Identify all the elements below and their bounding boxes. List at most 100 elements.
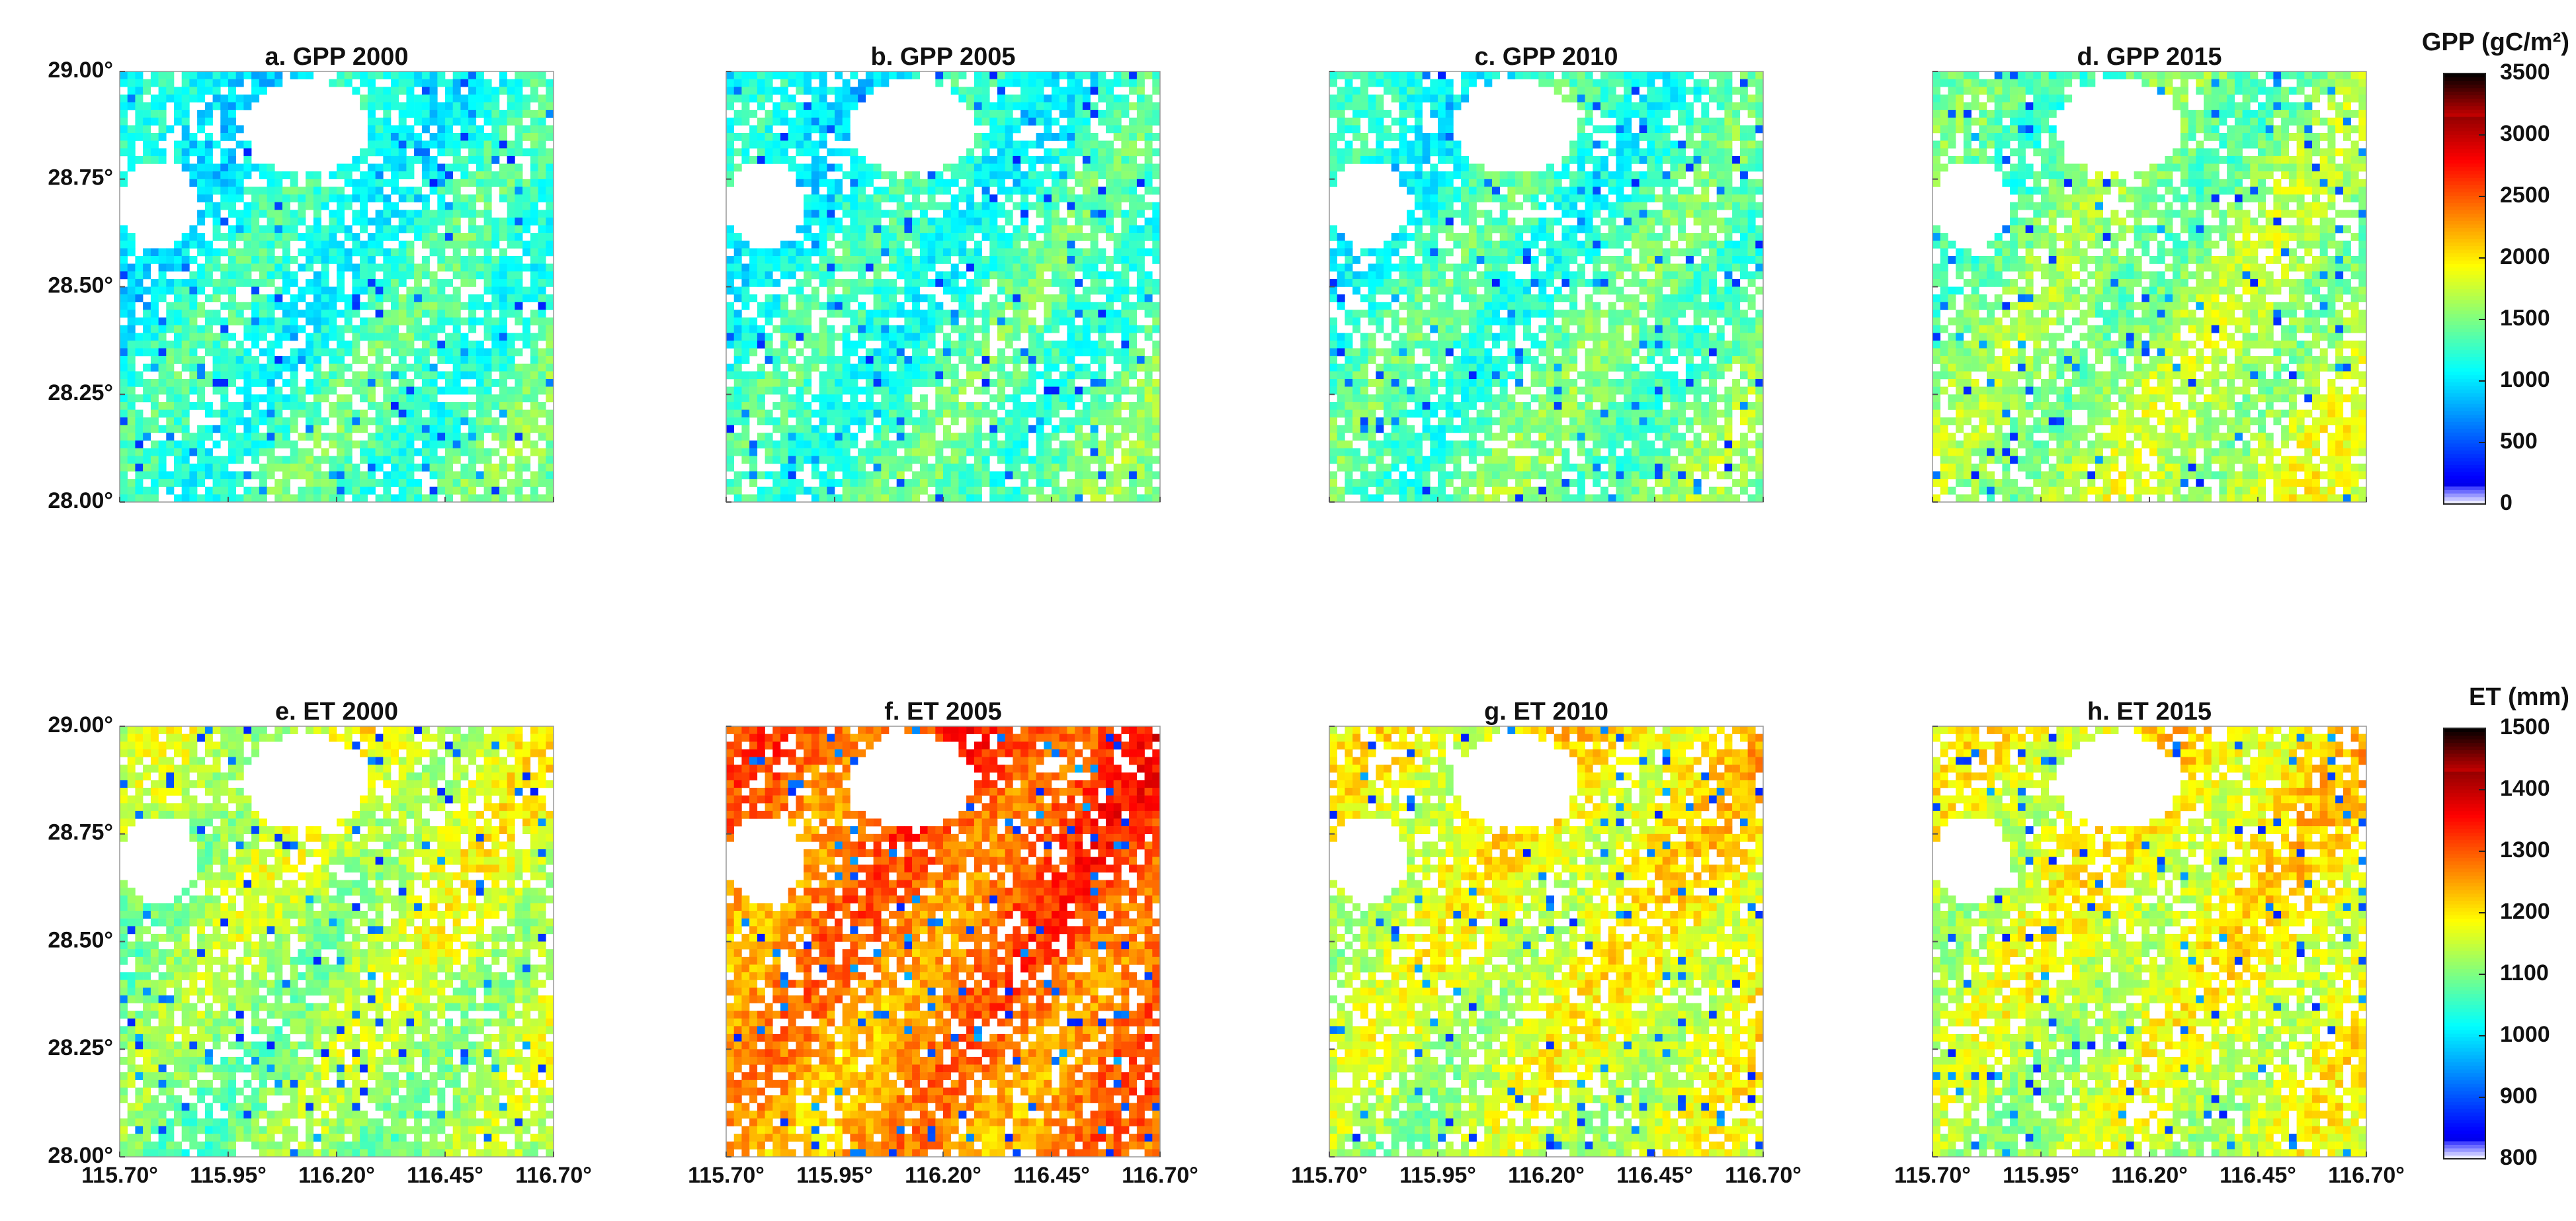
map-cell bbox=[507, 79, 515, 87]
map-cell bbox=[974, 471, 982, 480]
map-cell bbox=[267, 210, 275, 218]
map-cell bbox=[243, 155, 252, 164]
map-cell bbox=[313, 371, 321, 380]
map-cell bbox=[1098, 225, 1106, 233]
map-cell bbox=[1052, 202, 1059, 210]
map-cell bbox=[765, 148, 773, 157]
map-cell bbox=[819, 456, 827, 464]
map-cell bbox=[1329, 325, 1337, 333]
map-cell bbox=[827, 401, 835, 410]
map-cell bbox=[235, 340, 244, 349]
map-cell bbox=[950, 433, 959, 441]
map-cell bbox=[158, 87, 167, 95]
panel-title: b. GPP 2005 bbox=[871, 43, 1016, 71]
map-cell bbox=[259, 271, 267, 280]
map-cell bbox=[1067, 401, 1075, 410]
map-cell bbox=[197, 240, 206, 249]
map-cell bbox=[772, 278, 781, 287]
map-cell bbox=[950, 409, 959, 418]
map-cell bbox=[811, 248, 819, 257]
map-cell bbox=[1121, 240, 1130, 249]
map-cell bbox=[1129, 302, 1138, 310]
map-cell bbox=[228, 256, 236, 264]
map-cell bbox=[398, 471, 407, 480]
map-cell bbox=[150, 463, 159, 472]
map-cell bbox=[476, 356, 484, 364]
map-cell bbox=[974, 371, 982, 380]
map-cell bbox=[981, 117, 990, 126]
map-cell bbox=[530, 294, 538, 302]
map-cell bbox=[726, 133, 734, 141]
map-cell bbox=[1106, 486, 1114, 495]
map-cell bbox=[421, 310, 430, 318]
map-cell bbox=[1067, 494, 1075, 503]
map-cell bbox=[375, 494, 384, 503]
map-cell bbox=[337, 194, 345, 202]
map-cell bbox=[421, 117, 430, 126]
map-cell bbox=[1136, 394, 1145, 403]
map-cell bbox=[958, 217, 967, 226]
map-cell bbox=[391, 148, 399, 157]
map-cell bbox=[445, 263, 453, 272]
map-cell bbox=[243, 356, 252, 364]
map-cell bbox=[189, 340, 198, 349]
map-cell bbox=[1044, 125, 1052, 134]
map-cell bbox=[1005, 171, 1013, 179]
map-cell bbox=[212, 441, 221, 448]
map-cell bbox=[150, 479, 159, 487]
map-cell bbox=[337, 240, 345, 249]
map-cell bbox=[228, 240, 236, 249]
map-cell bbox=[835, 479, 843, 487]
map-cell bbox=[1082, 417, 1091, 425]
map-cell bbox=[989, 194, 998, 202]
map-cell bbox=[228, 125, 236, 134]
map-cell bbox=[1129, 133, 1138, 141]
map-cell bbox=[966, 217, 975, 226]
map-cell bbox=[220, 340, 229, 349]
map-cell bbox=[204, 271, 213, 280]
map-cell bbox=[127, 371, 136, 380]
map-cell bbox=[150, 256, 159, 264]
map-cell bbox=[127, 286, 136, 295]
map-cell bbox=[1052, 433, 1059, 441]
map-cell bbox=[228, 494, 236, 503]
map-cell bbox=[313, 425, 321, 433]
map-cell bbox=[889, 379, 897, 387]
map-cell bbox=[546, 356, 554, 364]
map-cell bbox=[804, 379, 812, 387]
map-cell bbox=[811, 340, 819, 349]
map-cell bbox=[398, 217, 407, 226]
map-cell bbox=[515, 448, 523, 456]
map-cell bbox=[881, 371, 890, 380]
map-cell bbox=[127, 240, 136, 249]
map-cell bbox=[819, 394, 827, 403]
map-cell bbox=[1121, 110, 1130, 118]
map-cell bbox=[460, 163, 469, 172]
map-cell bbox=[765, 310, 773, 318]
map-cell bbox=[842, 233, 851, 241]
map-cell bbox=[1152, 110, 1161, 118]
map-cell bbox=[197, 148, 206, 157]
map-cell bbox=[780, 409, 788, 418]
map-cell bbox=[143, 310, 151, 318]
map-cell bbox=[997, 278, 1005, 287]
map-cell bbox=[150, 448, 159, 456]
map-cell bbox=[483, 79, 492, 87]
map-cell bbox=[204, 79, 213, 87]
map-cell bbox=[538, 356, 546, 364]
map-cell bbox=[150, 340, 159, 349]
map-cell bbox=[981, 348, 990, 357]
map-cell bbox=[1144, 94, 1153, 103]
map-cell bbox=[1098, 340, 1106, 349]
map-cell bbox=[414, 133, 423, 141]
map-cell bbox=[788, 441, 796, 448]
map-cell bbox=[197, 94, 206, 103]
map-cell bbox=[966, 333, 975, 341]
map-cell bbox=[398, 409, 407, 418]
map-cell bbox=[749, 256, 758, 264]
map-cell bbox=[1329, 494, 1337, 503]
map-cell bbox=[522, 340, 531, 349]
map-cell bbox=[1121, 133, 1130, 141]
map-cell bbox=[1360, 456, 1368, 464]
map-cell bbox=[974, 448, 982, 456]
